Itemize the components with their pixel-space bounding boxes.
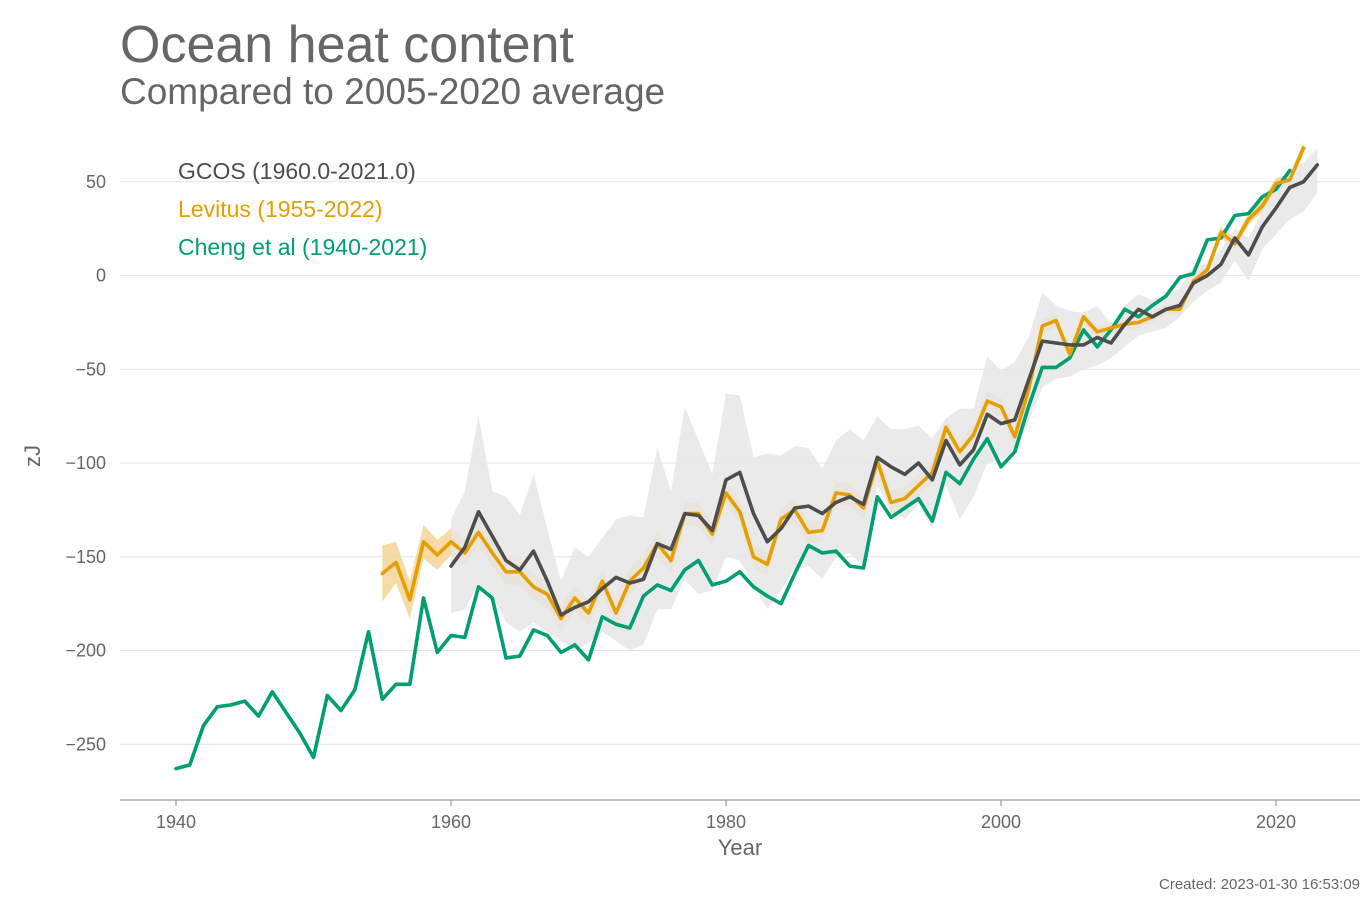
x-tick-label: 1940 xyxy=(156,812,196,832)
x-tick-label: 2000 xyxy=(981,812,1021,832)
y-axis-title: zJ xyxy=(20,445,45,467)
y-tick-label: −250 xyxy=(65,734,106,754)
chart-title: Ocean heat content xyxy=(120,16,574,74)
x-tick-label: 2020 xyxy=(1256,812,1296,832)
chart-subtitle: Compared to 2005-2020 average xyxy=(120,71,665,112)
series-line xyxy=(449,163,1320,617)
x-tick-label: 1980 xyxy=(706,812,746,832)
legend: GCOS (1960.0-2021.0) Levitus (1955-2022) C… xyxy=(178,158,427,260)
series-lines xyxy=(174,146,1320,771)
y-tick-label: −100 xyxy=(65,453,106,473)
legend-entry: Cheng et al (1940-2021) xyxy=(178,234,427,260)
y-tick-label: 50 xyxy=(86,172,106,192)
series-line xyxy=(380,146,1306,621)
created-timestamp: Created: 2023-01-30 16:53:09 xyxy=(1159,876,1360,893)
legend-entry: GCOS (1960.0-2021.0) xyxy=(178,158,416,184)
x-tick-label: 1960 xyxy=(431,812,471,832)
legend-entry: Levitus (1955-2022) xyxy=(178,196,383,222)
y-tick-label: 0 xyxy=(96,266,106,286)
x-axis-title: Year xyxy=(718,835,762,860)
y-tick-label: −150 xyxy=(65,547,106,567)
axes: 1940 1960 1980 2000 2020 xyxy=(120,799,1360,832)
uncertainty-bands xyxy=(382,142,1318,651)
y-tick-label: −50 xyxy=(75,359,106,379)
uncertainty-band xyxy=(451,148,1318,651)
y-tick-label: −200 xyxy=(65,641,106,661)
